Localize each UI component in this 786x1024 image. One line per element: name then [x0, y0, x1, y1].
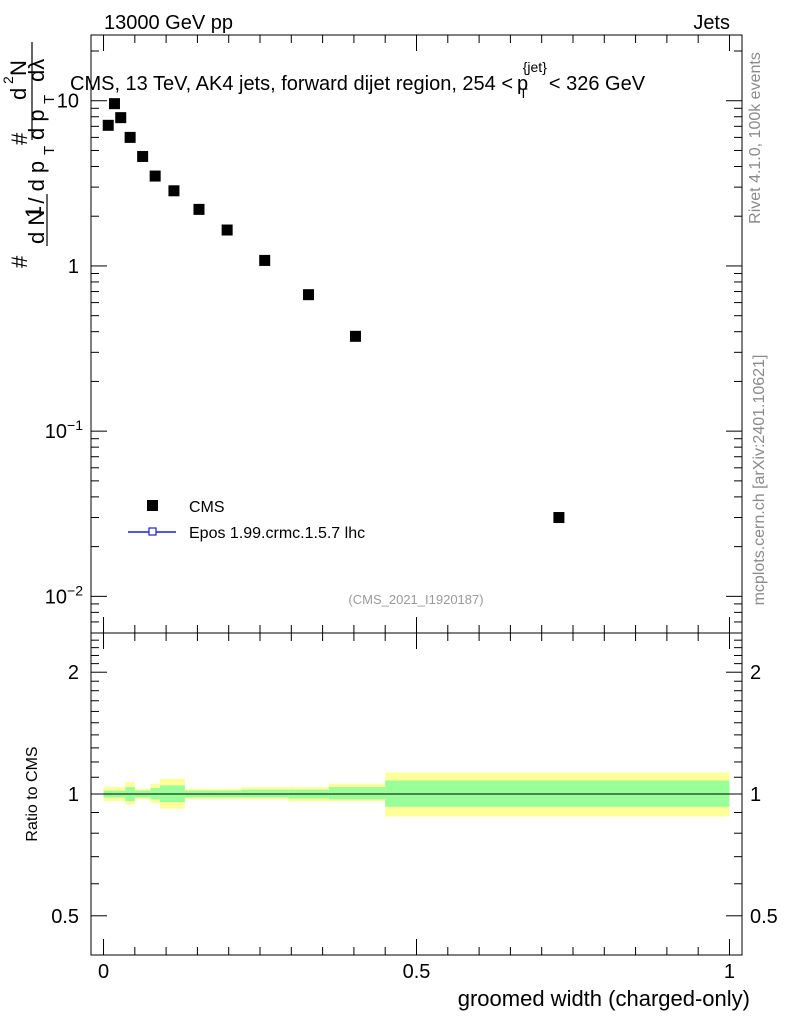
main-panel-frame [90, 34, 743, 634]
main-y-tick-label: 10−1 [45, 417, 83, 443]
ratio-y-tick-label-left: 1 [68, 784, 79, 806]
cms-data-point [102, 119, 114, 131]
x-tick-label: 0.5 [403, 961, 431, 983]
title-T: T [519, 85, 528, 101]
x-tick-label: 0 [98, 961, 109, 983]
cms-data-point [349, 330, 361, 342]
legend: CMS Epos 1.99.crmc.1.5.7 lhc [128, 499, 365, 542]
energy-label: 13000 GeV pp [104, 12, 233, 34]
legend-cms-label: CMS [189, 499, 225, 516]
cms-data-point [221, 224, 233, 236]
main-y-axis-label: # 1 d N / d p T # d 2 N d p T dλ [0, 42, 58, 268]
cms-data-series [102, 98, 565, 524]
cms-data-point [115, 112, 127, 124]
ratio-y-tick-label-right: 2 [750, 662, 761, 684]
ratio-y-axis-label: Ratio to CMS [24, 746, 41, 841]
cms-data-point [108, 98, 120, 110]
ylabel-hash1: # [7, 255, 32, 268]
x-tick-labels: 0 0.5 1 [98, 961, 735, 983]
ylabel-hash2: # [7, 132, 32, 145]
main-y-tick-label: 1 [68, 256, 79, 278]
ratio-band-inner [328, 787, 386, 800]
ylabel-T-sub1: T [41, 146, 58, 155]
ratio-y-tick-label-left: 2 [68, 662, 79, 684]
ylabel-dpT2: d p [24, 109, 49, 140]
ylabel-one: 1 [21, 206, 46, 218]
x-axis-label: groomed width (charged-only) [458, 986, 750, 1011]
jets-label: Jets [693, 12, 730, 34]
ylabel-dlambda: dλ [24, 59, 49, 82]
legend-cms-marker [147, 500, 158, 511]
ratio-y-tick-label-right: 1 [750, 784, 761, 806]
mcplots-label: mcplots.cern.ch [arXiv:2401.10621] [751, 355, 768, 606]
ratio-y-tick-label-right: 0.5 [750, 906, 778, 928]
ylabel-d2: d [6, 88, 31, 100]
ylabel-N: N [6, 60, 31, 76]
main-y-tick-label: 10 [57, 91, 79, 113]
main-axis-ticks [91, 35, 742, 634]
cms-data-point [553, 512, 565, 524]
ratio-y-tick-labels: 0.5 0.5 1 1 2 2 [51, 662, 778, 928]
title-suffix: < 326 GeV [549, 73, 646, 95]
cms-data-point [168, 185, 180, 197]
x-tick-label: 1 [724, 961, 735, 983]
main-y-tick-label: 10−2 [45, 582, 83, 608]
title-jet: {jet} [523, 59, 547, 75]
ylabel-sup2: 2 [0, 76, 16, 84]
cms-data-point [259, 254, 271, 266]
cms-data-point [193, 203, 205, 215]
legend-epos-label: Epos 1.99.crmc.1.5.7 lhc [189, 525, 365, 542]
ratio-axis-ticks [91, 632, 742, 956]
plot-title: CMS, 13 TeV, AK4 jets, forward dijet reg… [70, 59, 646, 101]
cms-data-point [137, 150, 149, 162]
cms-data-point [124, 131, 136, 143]
analysis-id-annotation: (CMS_2021_I1920187) [348, 592, 483, 607]
main-y-tick-labels: 10−210−1110102 [45, 91, 83, 609]
title-prefix: CMS, 13 TeV, AK4 jets, forward dijet reg… [70, 73, 513, 95]
ylabel-dN-dpT: d N / d p [24, 161, 49, 244]
rivet-version-label: Rivet 4.1.0, 100k events [747, 52, 764, 224]
legend-epos-marker [148, 527, 157, 536]
ylabel-T-sub2: T [41, 95, 58, 104]
title-p: p [517, 73, 528, 95]
cms-data-point [149, 170, 161, 182]
ratio-y-tick-label-left: 0.5 [51, 906, 79, 928]
cms-data-point [303, 289, 315, 301]
